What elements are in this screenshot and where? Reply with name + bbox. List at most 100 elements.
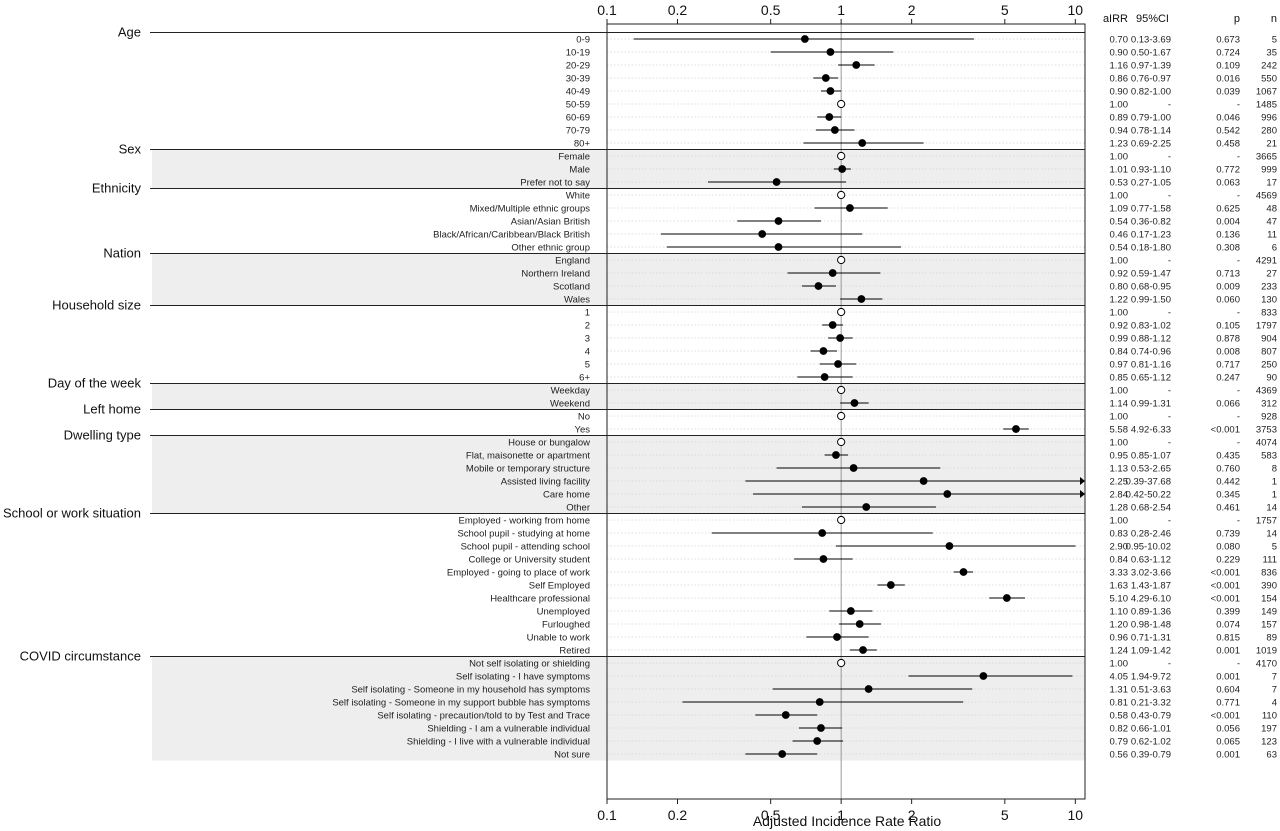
p-value: 0.399 [1216, 607, 1240, 618]
point-estimate [814, 282, 823, 290]
row-label: Flat, maisonette or apartment [466, 451, 590, 462]
group-band [152, 383, 607, 410]
ci-value: 0.88-1.12 [1131, 334, 1171, 345]
reference-point [837, 437, 846, 447]
ci-value: 0.51-3.63 [1131, 685, 1171, 696]
p-value: 0.074 [1216, 620, 1240, 631]
point-estimate [855, 620, 864, 628]
n-value: 21 [1266, 139, 1277, 150]
column-header: p [1234, 13, 1240, 25]
row-label: Asian/Asian British [511, 217, 590, 228]
plot-frame [606, 23, 1086, 800]
p-value: 0.771 [1216, 698, 1240, 709]
airr-value: 1.00 [1110, 308, 1129, 319]
point-estimate [815, 698, 824, 706]
airr-value: 0.80 [1110, 282, 1129, 293]
airr-value: 2.90 [1110, 542, 1129, 553]
n-value: 157 [1261, 620, 1277, 631]
row-label: Care home [543, 490, 590, 501]
p-value: <0.001 [1211, 594, 1240, 605]
point-estimate [817, 724, 825, 732]
axes: 0.1 0.1 0.2 0.2 0.5 0.5 1 1 2 2 5 5 10 10 [597, 2, 1086, 823]
airr-value: 0.89 [1110, 113, 1129, 124]
ci-value: 0.53-2.65 [1131, 464, 1171, 475]
ci-arrow [1080, 477, 1085, 485]
ci-value: - [1168, 308, 1171, 319]
point-estimate [846, 204, 854, 212]
row-label: Other [566, 503, 590, 514]
p-value: 0.039 [1216, 87, 1240, 98]
n-value: 904 [1261, 334, 1277, 345]
airr-value: 0.79 [1110, 737, 1129, 748]
point-estimate [758, 230, 767, 238]
p-value: 0.004 [1216, 217, 1240, 228]
p-value: 0.435 [1216, 451, 1240, 462]
group-band [152, 149, 607, 189]
p-value: 0.008 [1216, 347, 1240, 358]
group-separators: Age Sex Ethnicity Nation Household size Day o… [3, 25, 1085, 664]
ci-value: 0.71-1.31 [1131, 633, 1171, 644]
group-title: Ethnicity [92, 181, 142, 196]
group-band [152, 656, 607, 761]
row-label: College or University student [469, 555, 591, 566]
p-value: 0.308 [1216, 243, 1240, 254]
row-label: Furloughed [542, 620, 590, 631]
ci-value: 0.39-0.79 [1131, 750, 1171, 761]
point-estimate [849, 464, 858, 472]
airr-value: 0.85 [1110, 373, 1129, 384]
n-value: 63 [1266, 750, 1277, 761]
x-tick-label-top: 1 [837, 2, 845, 18]
ci-value: 0.69-2.25 [1131, 139, 1171, 150]
point-estimate [828, 269, 837, 277]
ci-value: 4.92-6.33 [1131, 425, 1171, 436]
point-estimate [833, 633, 841, 641]
p-value: 0.713 [1216, 269, 1240, 280]
ci-value: 0.62-1.02 [1131, 737, 1171, 748]
row-label: Male [569, 165, 590, 176]
airr-value: 0.58 [1110, 711, 1129, 722]
airr-value: 0.70 [1110, 35, 1129, 46]
row-label: Other ethnic group [511, 243, 590, 254]
group-title: Nation [103, 246, 141, 261]
reference-point [837, 385, 846, 395]
p-value: <0.001 [1211, 711, 1240, 722]
p-value: 0.442 [1216, 477, 1240, 488]
p-value: 0.461 [1216, 503, 1240, 514]
p-value: 0.229 [1216, 555, 1240, 566]
group-title: Day of the week [48, 376, 142, 391]
row-label: Black/African/Caribbean/Black British [433, 230, 590, 241]
ci-value: 0.98-1.48 [1131, 620, 1171, 631]
airr-value: 1.00 [1110, 191, 1129, 202]
ci-arrow [1080, 490, 1085, 498]
airr-value: 1.24 [1110, 646, 1129, 657]
p-value: 0.105 [1216, 321, 1240, 332]
n-value: 280 [1261, 126, 1277, 137]
x-tick-label-bottom: 0.1 [597, 807, 617, 823]
ci-value: - [1168, 191, 1171, 202]
row-label: Employed - working from home [459, 516, 590, 527]
p-value: 0.772 [1216, 165, 1240, 176]
n-value: 4 [1272, 698, 1277, 709]
x-tick-label-bottom: 5 [1001, 807, 1009, 823]
x-tick-label-bottom: 2 [908, 807, 916, 823]
n-value: 5 [1272, 35, 1277, 46]
ci-value: - [1168, 256, 1171, 267]
p-value: 0.065 [1216, 737, 1240, 748]
p-value: <0.001 [1211, 425, 1240, 436]
n-value: 583 [1261, 451, 1277, 462]
airr-value: 0.82 [1110, 724, 1129, 735]
airr-value: 0.86 [1110, 74, 1129, 85]
group-band-plot [607, 435, 1085, 514]
point-estimate [862, 503, 871, 511]
airr-value: 2.25 [1110, 477, 1129, 488]
n-value: 7 [1272, 685, 1277, 696]
ci-value: 0.89-1.36 [1131, 607, 1171, 618]
p-value: <0.001 [1211, 581, 1240, 592]
ci-value: 0.17-1.23 [1131, 230, 1171, 241]
ci-value: 0.78-1.14 [1131, 126, 1171, 137]
n-value: 4569 [1256, 191, 1277, 202]
ci-value: 0.43-0.79 [1131, 711, 1171, 722]
airr-value: 1.13 [1110, 464, 1129, 475]
point-estimate [943, 490, 952, 498]
